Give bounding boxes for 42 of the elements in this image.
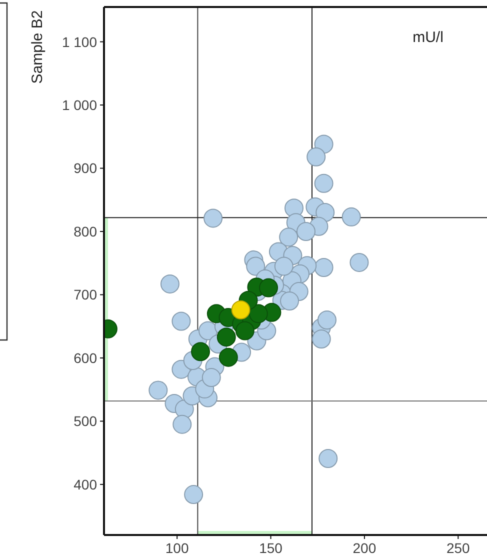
y-tick-label: 900 (74, 160, 98, 176)
y-tick-label: 1 000 (62, 97, 98, 114)
point (312, 329, 331, 348)
point (235, 321, 254, 340)
point (202, 368, 221, 388)
point (274, 256, 294, 276)
point (160, 274, 180, 294)
point (204, 208, 223, 228)
x-tick-label: 200 (352, 540, 376, 556)
point (148, 380, 168, 400)
point (279, 228, 298, 247)
y-tick-label: 800 (74, 223, 98, 240)
point (246, 256, 266, 276)
point (342, 207, 361, 226)
point (184, 485, 204, 504)
y-tick-label: 600 (74, 350, 98, 366)
point (306, 147, 326, 166)
point (317, 310, 336, 330)
x-tick-label: 100 (165, 540, 189, 556)
y-tick-label: 400 (74, 476, 98, 492)
point (248, 304, 268, 324)
y-tick-label: 500 (74, 413, 98, 430)
point (318, 448, 338, 468)
point (314, 258, 334, 278)
point (172, 414, 192, 434)
x-tick-label: 250 (446, 540, 470, 556)
point (172, 312, 191, 331)
point (316, 203, 335, 222)
point (296, 222, 316, 241)
point (198, 321, 218, 340)
annotation: mU/l (412, 29, 444, 46)
point (231, 300, 250, 320)
x-tick-label: 150 (259, 540, 283, 556)
point (216, 328, 236, 347)
y-tick-label: 1 100 (62, 34, 98, 50)
point (191, 342, 210, 362)
y-tick-label: 700 (74, 286, 98, 303)
point (280, 292, 300, 311)
point (314, 174, 334, 193)
point (350, 252, 369, 272)
y-axis-title: Sample B2 (29, 10, 46, 84)
point (218, 348, 238, 367)
